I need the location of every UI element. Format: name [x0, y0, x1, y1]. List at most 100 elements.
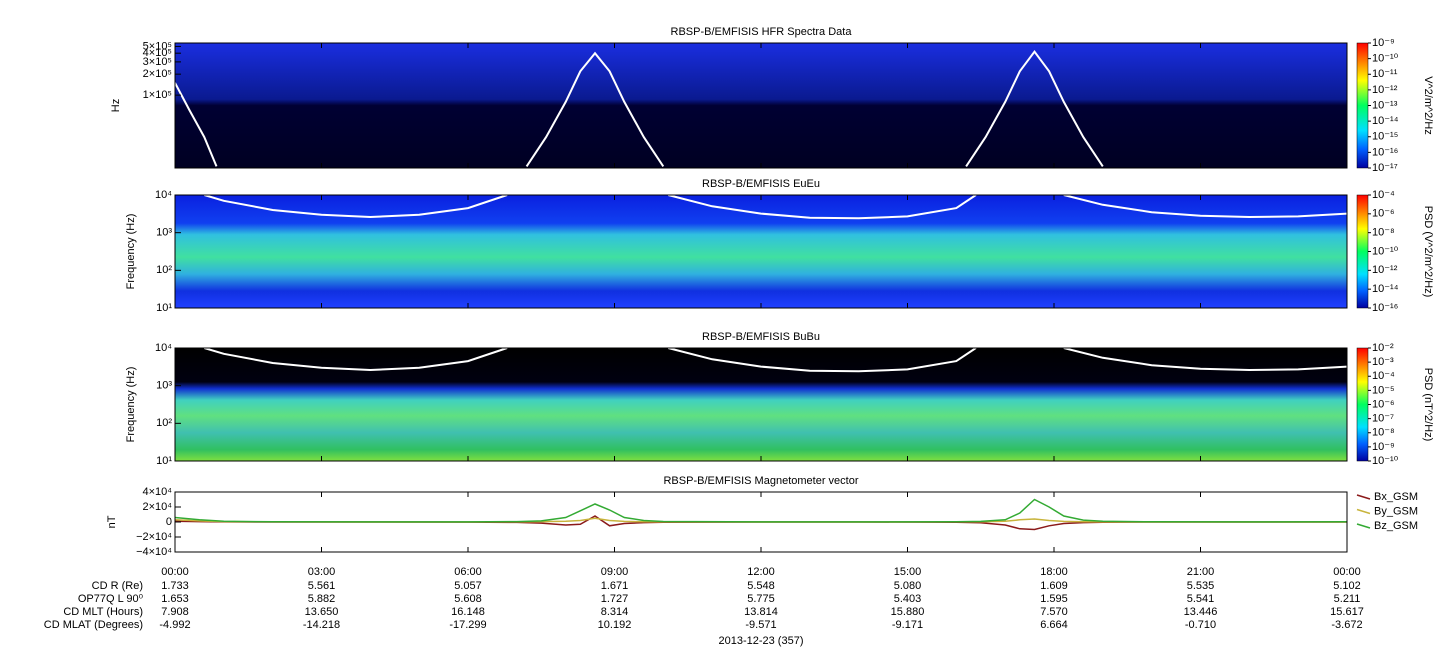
ephemeris-value: 1.733 [161, 580, 189, 592]
colorbar-tick-label: 10⁻¹² [1372, 264, 1398, 276]
y-axis-title: Frequency (Hz) [125, 367, 137, 443]
colorbar-tick-label: 10⁻⁶ [1372, 208, 1395, 220]
y-tick-label: 10¹ [156, 455, 172, 467]
ephemeris-label: CD MLAT (Degrees) [44, 619, 143, 631]
ephemeris-value: 5.535 [1187, 580, 1215, 592]
colorbar-tick-label: 10⁻⁸ [1372, 427, 1395, 439]
ephemeris-value: 1.671 [601, 580, 629, 592]
ephemeris-value: 5.403 [894, 593, 922, 605]
ephemeris-value: 15.617 [1330, 606, 1364, 618]
overlay-curve [204, 347, 1348, 373]
colorbar-tick-label: 10⁻⁷ [1372, 413, 1394, 425]
spectrogram [175, 195, 1347, 308]
y-tick-label: 3×10⁵ [143, 56, 172, 68]
ephemeris-value: 16.148 [451, 606, 485, 618]
y-tick-label: −4×10⁴ [136, 546, 172, 558]
ephemeris-value: 5.541 [1187, 593, 1215, 605]
colorbar-tick-label: 10⁻¹⁶ [1372, 302, 1398, 314]
ephemeris-value: 7.570 [1040, 606, 1068, 618]
x-tick-label: 21:00 [1187, 566, 1215, 578]
colorbar-tick-label: 10⁻¹¹ [1372, 68, 1398, 80]
y-axis-title: Frequency (Hz) [125, 214, 137, 290]
colorbar-tick-label: 10⁻¹⁷ [1372, 162, 1398, 174]
y-tick-label: 2×10⁵ [143, 68, 172, 80]
colorbar-tick-label: 10⁻¹⁶ [1372, 146, 1398, 158]
ephemeris-value: 5.561 [308, 580, 336, 592]
y-tick-label: 10³ [156, 380, 172, 392]
colorbar-tick-label: 10⁻¹² [1372, 84, 1398, 96]
ephemeris-label: OP77Q L 90⁰ [78, 593, 144, 605]
y-tick-label: 10¹ [156, 302, 172, 314]
legend-label: By_GSM [1374, 505, 1418, 517]
ephemeris-value: 5.775 [747, 593, 775, 605]
colorbar-tick-label: 10⁻⁸ [1372, 227, 1395, 239]
ephemeris-value: 13.650 [305, 606, 339, 618]
colorbar [1356, 42, 1369, 169]
colorbar-title: V^2/m^2/Hz [1422, 76, 1434, 135]
y-tick-label: 10³ [156, 227, 172, 239]
y-tick-label: 2×10⁴ [142, 501, 172, 513]
colorbar-tick-label: 10⁻¹³ [1372, 99, 1398, 111]
ephemeris-value: 5.057 [454, 580, 482, 592]
colorbar-tick-label: 10⁻⁴ [1372, 189, 1395, 201]
legend-swatch [1356, 523, 1371, 529]
ephemeris-value: 10.192 [598, 619, 632, 631]
panel-title: RBSP-B/EMFISIS HFR Spectra Data [671, 26, 853, 38]
legend-label: Bz_GSM [1374, 520, 1418, 532]
y-axis-title: nT [106, 515, 118, 528]
ephemeris-value: 13.446 [1184, 606, 1218, 618]
y-tick-label: 10⁴ [155, 189, 172, 201]
x-tick-label: 06:00 [454, 566, 482, 578]
colorbar-tick-label: 10⁻¹⁰ [1372, 53, 1399, 65]
colorbar [1356, 347, 1369, 462]
colorbar [1356, 194, 1369, 309]
ephemeris-value: 1.653 [161, 593, 189, 605]
colorbar-tick-label: 10⁻⁹ [1372, 441, 1395, 453]
spectrogram [175, 43, 1347, 168]
overlay-curve [174, 50, 1104, 167]
ephemeris-value: -9.171 [892, 619, 923, 631]
ephemeris-label: CD MLT (Hours) [63, 606, 143, 618]
colorbar-tick-label: 10⁻⁹ [1372, 37, 1395, 49]
panel-title: RBSP-B/EMFISIS BuBu [702, 331, 820, 343]
panel-title: RBSP-B/EMFISIS EuEu [702, 178, 820, 190]
series-line [174, 498, 1348, 523]
x-tick-label: 15:00 [894, 566, 922, 578]
ephemeris-value: -14.218 [303, 619, 340, 631]
ephemeris-label: CD R (Re) [92, 580, 143, 592]
colorbar-tick-label: 10⁻⁴ [1372, 370, 1395, 382]
x-tick-label: 18:00 [1040, 566, 1068, 578]
y-tick-label: −2×10⁴ [136, 531, 172, 543]
ephemeris-value: 1.727 [601, 593, 629, 605]
date-label: 2013-12-23 (357) [718, 635, 803, 647]
ephemeris-value: 1.595 [1040, 593, 1068, 605]
y-tick-label: 1×10⁵ [143, 89, 172, 101]
legend-swatch [1356, 508, 1371, 515]
ephemeris-value: 8.314 [601, 606, 629, 618]
overlay-curve [204, 194, 1348, 220]
colorbar-tick-label: 10⁻¹⁰ [1372, 245, 1399, 257]
y-axis-title: Hz [110, 99, 122, 112]
ephemeris-value: -0.710 [1185, 619, 1216, 631]
y-tick-label: 0 [166, 516, 172, 528]
y-tick-label: 5×10⁵ [143, 40, 172, 52]
y-tick-label: 10⁴ [155, 342, 172, 354]
spectrogram [175, 348, 1347, 461]
y-tick-label: 4×10⁴ [142, 486, 172, 498]
legend-label: Bx_GSM [1374, 491, 1418, 503]
colorbar-tick-label: 10⁻⁵ [1372, 384, 1395, 396]
ephemeris-value: 13.814 [744, 606, 778, 618]
colorbar-tick-label: 10⁻¹⁰ [1372, 455, 1399, 467]
ephemeris-value: 15.880 [891, 606, 925, 618]
legend-swatch [1356, 494, 1371, 500]
colorbar-tick-label: 10⁻¹⁴ [1372, 283, 1399, 295]
x-tick-label: 12:00 [747, 566, 775, 578]
x-tick-label: 09:00 [601, 566, 629, 578]
colorbar-tick-label: 10⁻³ [1372, 356, 1394, 368]
ephemeris-value: 1.609 [1040, 580, 1068, 592]
ephemeris-value: 5.080 [894, 580, 922, 592]
panel-title: RBSP-B/EMFISIS Magnetometer vector [663, 475, 858, 487]
y-tick-label: 10² [156, 264, 172, 276]
